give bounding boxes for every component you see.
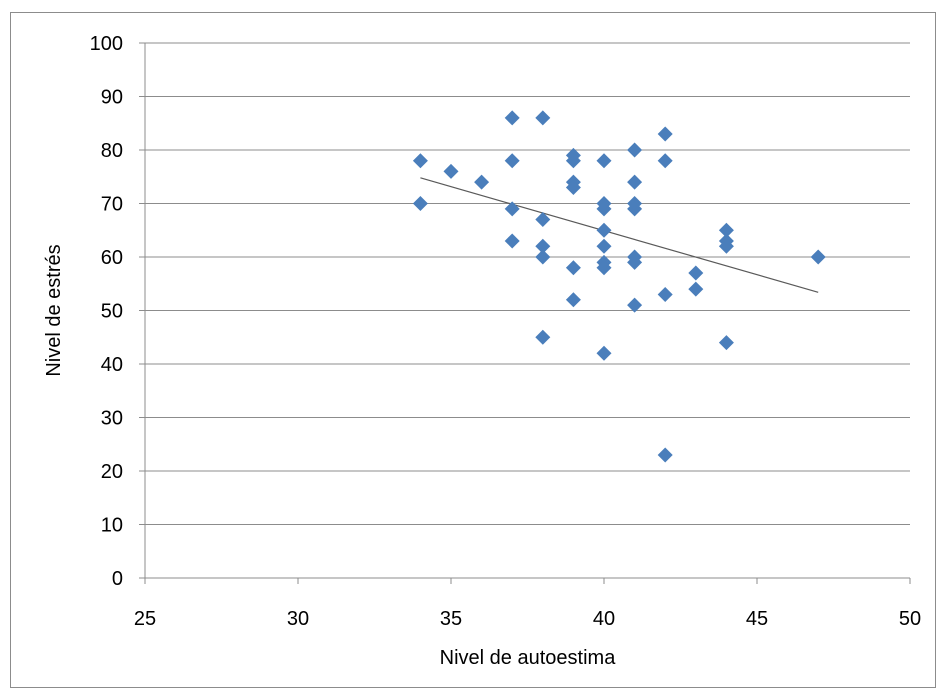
data-point xyxy=(688,281,704,297)
data-point xyxy=(504,201,520,217)
data-point xyxy=(688,265,704,281)
data-point xyxy=(596,201,612,217)
data-point xyxy=(810,249,826,265)
data-point xyxy=(474,174,490,190)
y-tick-label: 80 xyxy=(101,140,123,162)
y-tick-labels: 0 10 20 30 40 50 60 70 80 90 100 xyxy=(90,33,123,590)
data-point xyxy=(718,238,734,254)
data-point xyxy=(535,249,551,265)
data-point xyxy=(657,447,673,463)
y-tick-label: 100 xyxy=(90,33,123,55)
data-point xyxy=(627,142,643,158)
data-point xyxy=(596,153,612,169)
data-point xyxy=(627,254,643,270)
data-point xyxy=(627,201,643,217)
y-tick-label: 40 xyxy=(101,354,123,376)
trendline-group xyxy=(420,177,819,293)
x-tick-label: 45 xyxy=(746,608,768,630)
x-tick-label: 50 xyxy=(899,608,921,630)
data-point xyxy=(718,335,734,351)
data-point xyxy=(565,153,581,169)
data-point xyxy=(504,233,520,249)
data-point xyxy=(565,179,581,195)
axes xyxy=(139,42,911,584)
data-point xyxy=(718,222,734,238)
data-point xyxy=(627,174,643,190)
y-tick-label: 30 xyxy=(101,408,123,430)
data-point xyxy=(565,292,581,308)
chart-frame xyxy=(10,12,936,688)
data-point xyxy=(596,260,612,276)
data-point xyxy=(535,110,551,126)
x-axis-title: Nivel de autoestima xyxy=(440,647,617,669)
y-tick-label: 10 xyxy=(101,515,123,537)
gridlines xyxy=(145,42,910,525)
x-tick-labels: 25 30 35 40 45 50 xyxy=(134,608,921,630)
data-point xyxy=(565,260,581,276)
y-tick-label: 70 xyxy=(101,194,123,216)
x-tick-label: 40 xyxy=(593,608,615,630)
data-point xyxy=(504,153,520,169)
x-tick-label: 30 xyxy=(287,608,309,630)
y-tick-label: 20 xyxy=(101,461,123,483)
y-axis-title: Nivel de estrés xyxy=(43,244,65,376)
y-tick-label: 50 xyxy=(101,301,123,323)
y-tick-label: 90 xyxy=(101,87,123,109)
data-points xyxy=(412,110,826,463)
data-point xyxy=(443,163,459,179)
data-point xyxy=(657,126,673,142)
data-point xyxy=(657,153,673,169)
trendline xyxy=(420,177,819,293)
data-point xyxy=(596,345,612,361)
y-tick-label: 60 xyxy=(101,247,123,269)
data-point xyxy=(657,286,673,302)
data-point xyxy=(535,212,551,228)
data-point xyxy=(412,153,428,169)
data-point xyxy=(596,222,612,238)
data-point xyxy=(596,238,612,254)
data-point xyxy=(504,110,520,126)
data-point xyxy=(412,196,428,211)
data-point xyxy=(535,329,551,345)
y-tick-label: 0 xyxy=(112,568,123,590)
data-point xyxy=(535,238,551,254)
x-tick-label: 25 xyxy=(134,608,156,630)
data-point xyxy=(627,297,643,313)
x-tick-label: 35 xyxy=(440,608,462,630)
